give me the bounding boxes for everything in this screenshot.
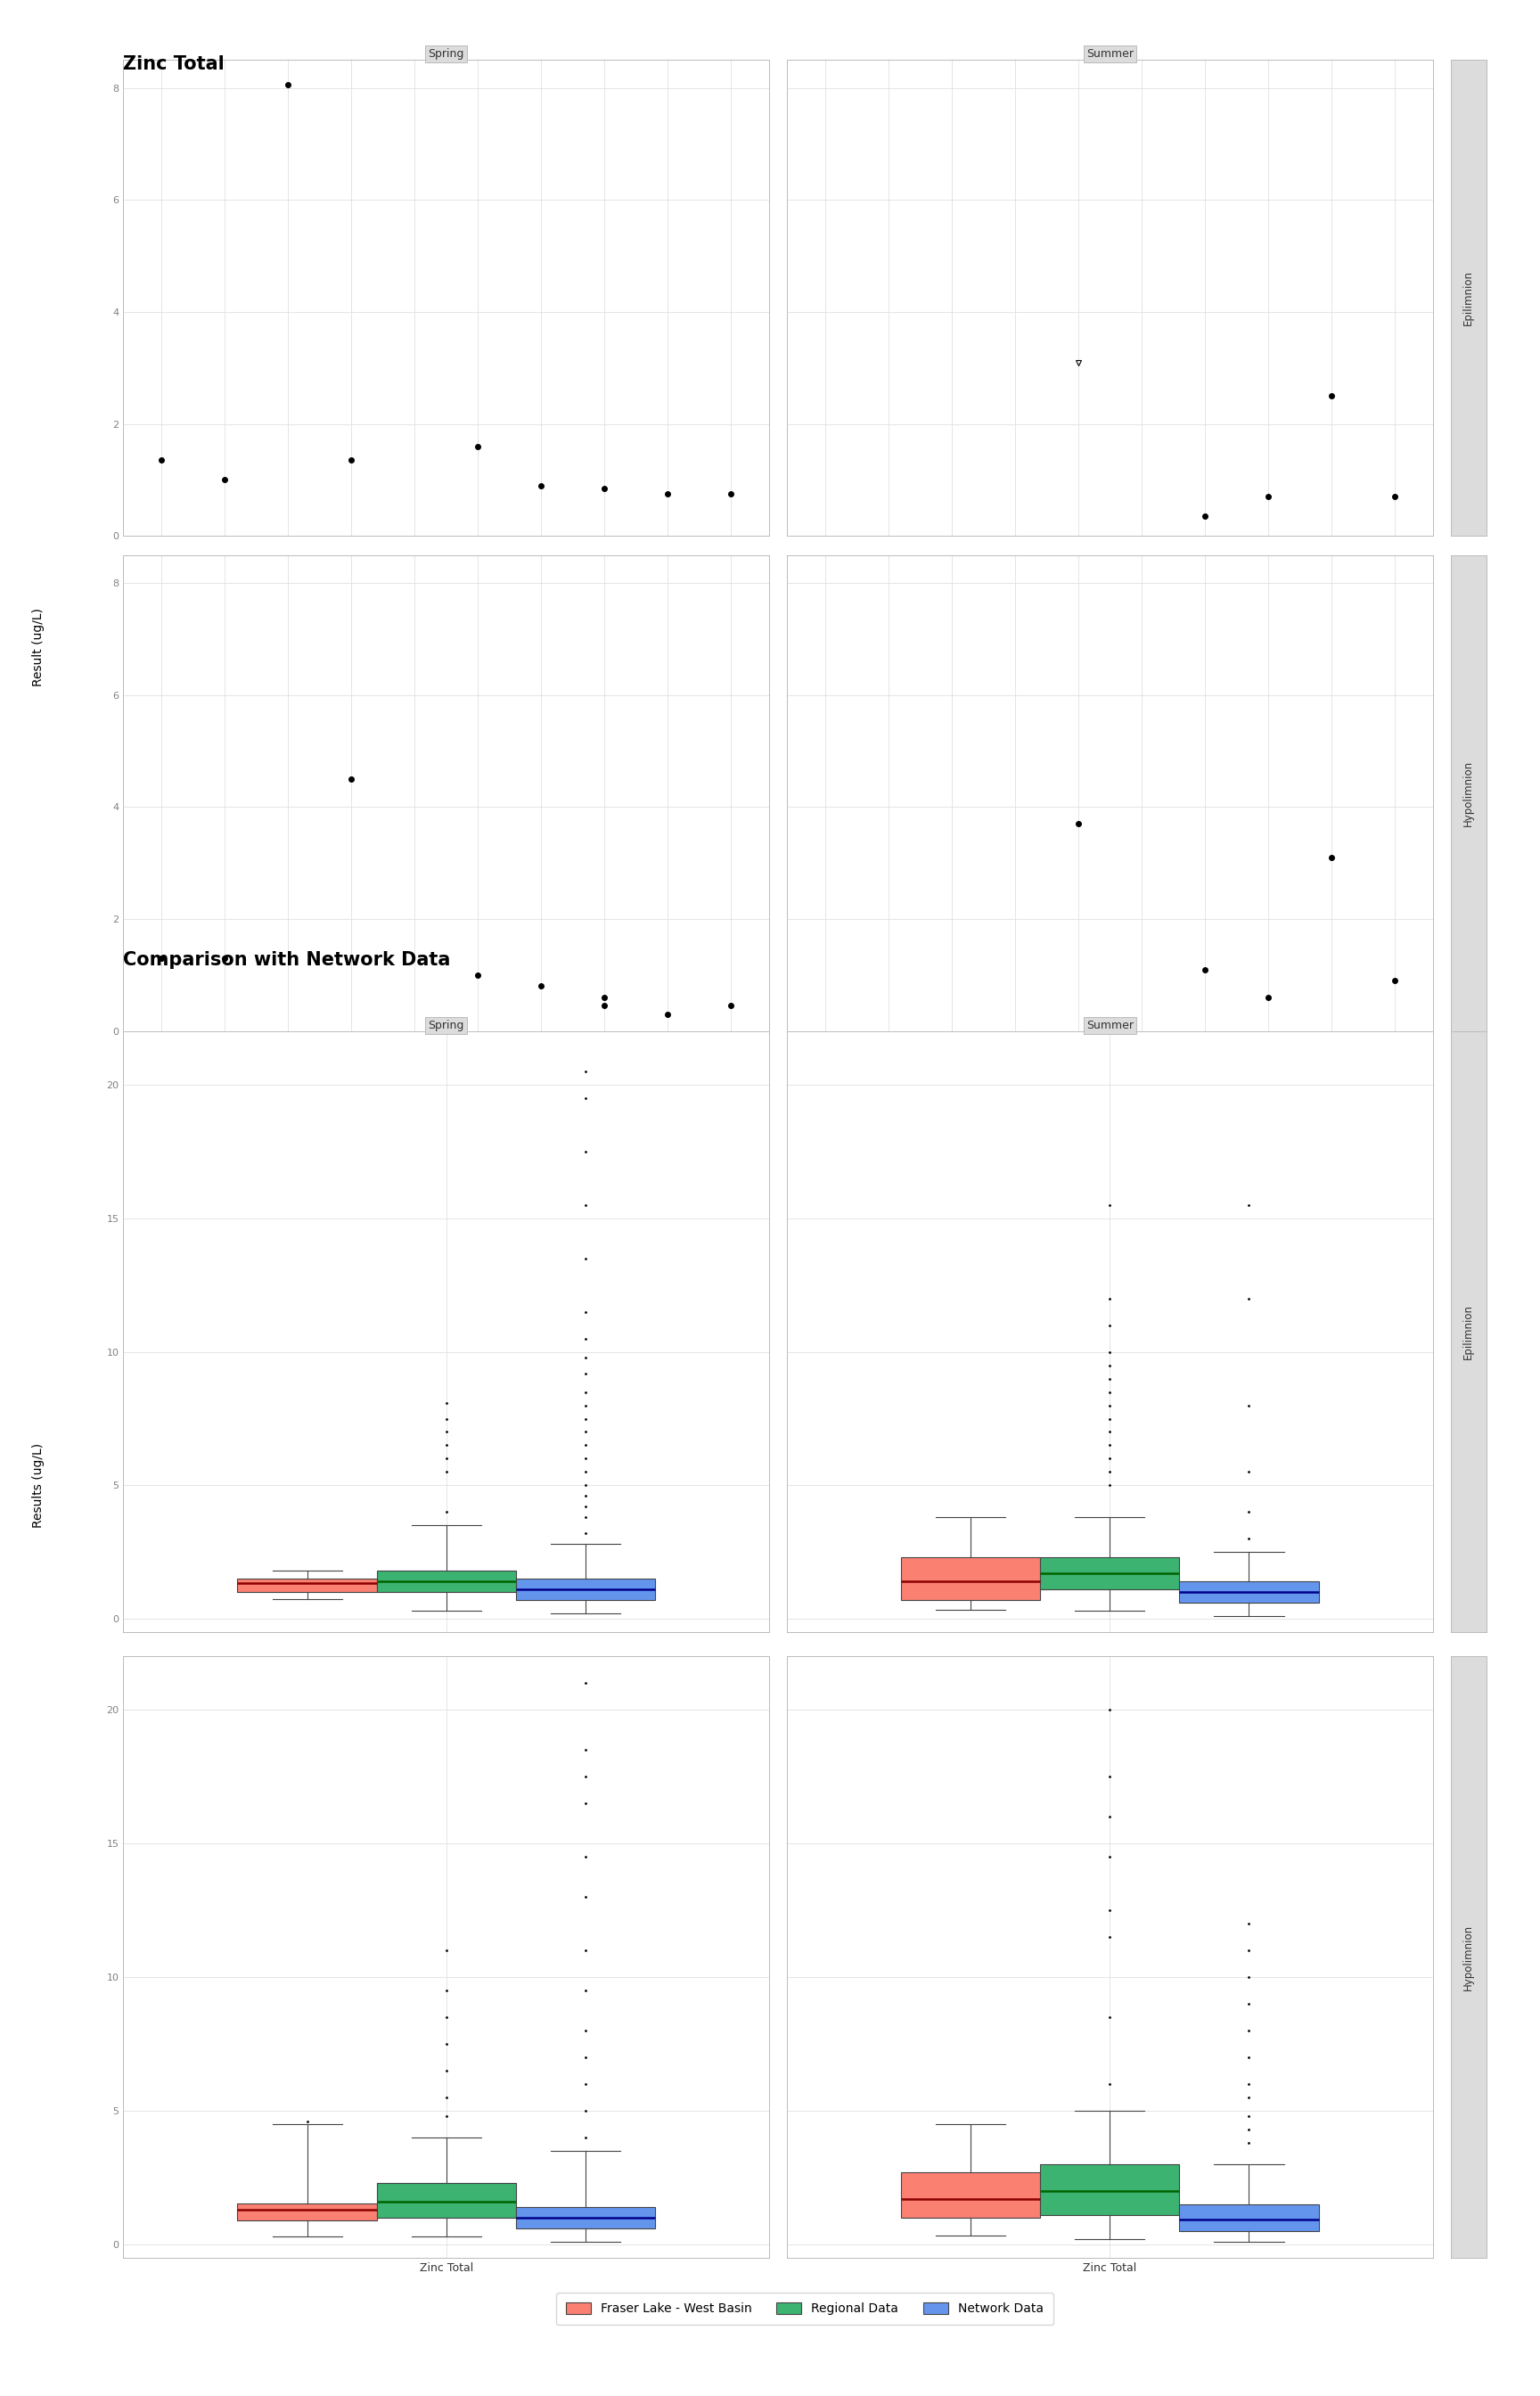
PathPatch shape [237, 2202, 377, 2221]
Title: Summer: Summer [1086, 48, 1133, 60]
PathPatch shape [1180, 2204, 1318, 2231]
Title: Spring: Spring [428, 48, 464, 60]
PathPatch shape [516, 2207, 654, 2228]
PathPatch shape [901, 1557, 1041, 1601]
PathPatch shape [377, 1572, 516, 1593]
Text: Hypolimnion: Hypolimnion [1463, 1924, 1474, 1991]
PathPatch shape [1041, 2164, 1180, 2214]
PathPatch shape [1180, 1581, 1318, 1603]
Text: Result (ug/L): Result (ug/L) [32, 609, 45, 685]
Text: Epilimnion: Epilimnion [1463, 1303, 1474, 1359]
Title: Summer: Summer [1086, 1018, 1133, 1030]
Text: Results (ug/L): Results (ug/L) [32, 1442, 45, 1529]
Title: Spring: Spring [428, 1018, 464, 1030]
PathPatch shape [1041, 1557, 1180, 1589]
PathPatch shape [516, 1579, 654, 1601]
Legend: Fraser Lake - West Basin, Regional Data, Network Data: Fraser Lake - West Basin, Regional Data,… [556, 2293, 1053, 2324]
PathPatch shape [901, 2173, 1041, 2219]
Text: Zinc Total: Zinc Total [123, 55, 225, 72]
Text: Comparison with Network Data: Comparison with Network Data [123, 951, 451, 968]
Text: Epilimnion: Epilimnion [1463, 271, 1474, 326]
Text: Hypolimnion: Hypolimnion [1463, 760, 1474, 827]
PathPatch shape [237, 1579, 377, 1593]
PathPatch shape [377, 2183, 516, 2219]
